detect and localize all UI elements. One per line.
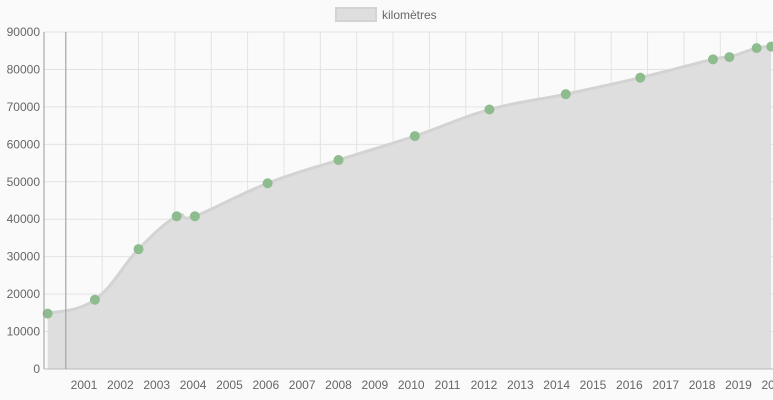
data-point[interactable] xyxy=(262,178,273,189)
y-tick-label: 0 xyxy=(33,362,40,376)
data-point[interactable] xyxy=(189,211,200,222)
area-series xyxy=(47,45,772,369)
x-tick-label: 2013 xyxy=(507,378,534,392)
x-tick-label: 2010 xyxy=(398,378,425,392)
area-fill xyxy=(47,46,772,369)
legend-label[interactable]: kilomètres xyxy=(382,8,437,22)
x-tick-label: 2009 xyxy=(362,378,389,392)
x-tick-label: 2017 xyxy=(652,378,679,392)
data-point[interactable] xyxy=(560,89,571,100)
x-tick-label: 2014 xyxy=(543,378,570,392)
x-tick-label: 2007 xyxy=(289,378,316,392)
x-tick-label: 2019 xyxy=(725,378,752,392)
y-tick-label: 90000 xyxy=(7,25,41,39)
data-point[interactable] xyxy=(89,294,100,305)
x-tick-label: 2015 xyxy=(580,378,607,392)
data-point[interactable] xyxy=(635,72,646,83)
x-tick-label: 2008 xyxy=(325,378,352,392)
x-tick-label: 2012 xyxy=(471,378,498,392)
x-tick-label: 2018 xyxy=(689,378,716,392)
data-point[interactable] xyxy=(409,131,420,142)
x-tick-label: 2016 xyxy=(616,378,643,392)
data-points xyxy=(42,41,773,319)
x-tick-label: 2011 xyxy=(435,378,461,392)
y-tick-label: 10000 xyxy=(7,325,41,339)
data-point[interactable] xyxy=(724,52,735,63)
axes: 0 10000 20000 30000 40000 50000 60000 70000 8000… xyxy=(7,25,773,392)
x-tick-label: 2003 xyxy=(143,378,170,392)
data-point[interactable] xyxy=(766,41,773,52)
x-tick-label: 2002 xyxy=(107,378,134,392)
data-point[interactable] xyxy=(133,244,144,255)
data-point[interactable] xyxy=(42,308,53,319)
legend-swatch[interactable] xyxy=(335,7,377,22)
y-tick-label: 60000 xyxy=(7,137,41,151)
y-tick-label: 50000 xyxy=(7,175,41,189)
x-tick-label: 2020 xyxy=(761,378,773,392)
data-point[interactable] xyxy=(171,211,182,222)
y-tick-label: 30000 xyxy=(7,250,41,264)
y-tick-label: 40000 xyxy=(7,212,41,226)
data-point[interactable] xyxy=(751,43,762,54)
x-tick-label: 2005 xyxy=(216,378,243,392)
y-tick-label: 70000 xyxy=(7,100,41,114)
x-tick-label: 2001 xyxy=(71,378,98,392)
data-point[interactable] xyxy=(484,104,495,115)
x-tick-label: 2006 xyxy=(252,378,279,392)
x-tick-label: 2004 xyxy=(180,378,207,392)
y-tick-label: 20000 xyxy=(7,287,41,301)
y-tick-label: 80000 xyxy=(7,62,41,76)
data-point[interactable] xyxy=(708,54,719,65)
legend[interactable]: kilomètres xyxy=(335,7,437,22)
data-point[interactable] xyxy=(333,155,344,166)
